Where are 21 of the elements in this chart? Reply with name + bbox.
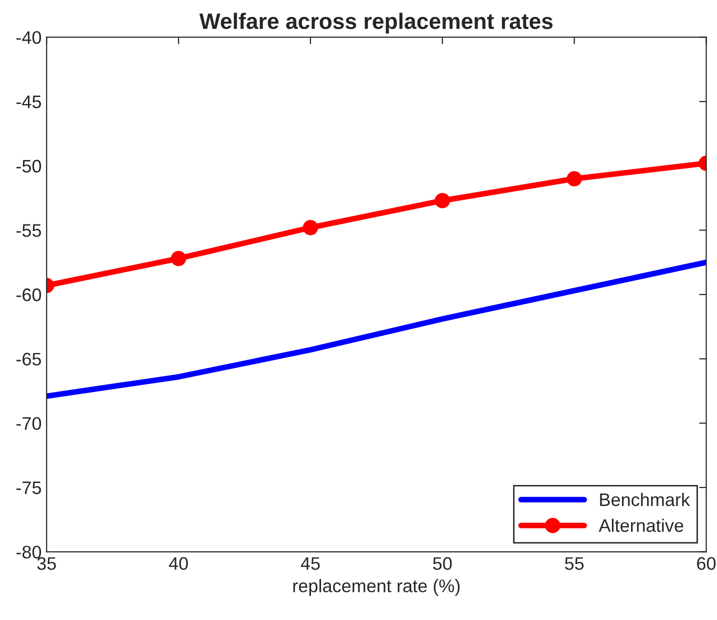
x-axis-title: replacement rate (%) — [293, 579, 460, 596]
y-tick-label: -50 — [16, 160, 42, 173]
y-tick-label: -40 — [16, 31, 42, 44]
x-tick-label: 60 — [697, 557, 716, 570]
x-tick-label: 35 — [37, 557, 56, 570]
x-tick-label: 55 — [565, 557, 584, 570]
legend-label: Alternative — [598, 518, 684, 532]
y-tick-label: -70 — [16, 417, 42, 430]
x-tick-label: 50 — [433, 557, 452, 570]
y-tick-label: -60 — [16, 288, 42, 302]
point — [302, 220, 318, 236]
y-tick-label: -80 — [16, 546, 42, 559]
x-tick-label: 45 — [300, 557, 320, 570]
y-tick-label: -55 — [16, 224, 41, 237]
point — [434, 192, 450, 208]
x-tick-label: 40 — [168, 557, 188, 570]
y-tick-label: -45 — [16, 96, 41, 108]
legend-label: Benchmark — [600, 492, 690, 506]
y-tick-label: -75 — [16, 482, 41, 494]
y-tick-label: -65 — [16, 352, 41, 366]
chart-title: Welfare across replacement rates — [199, 12, 553, 34]
